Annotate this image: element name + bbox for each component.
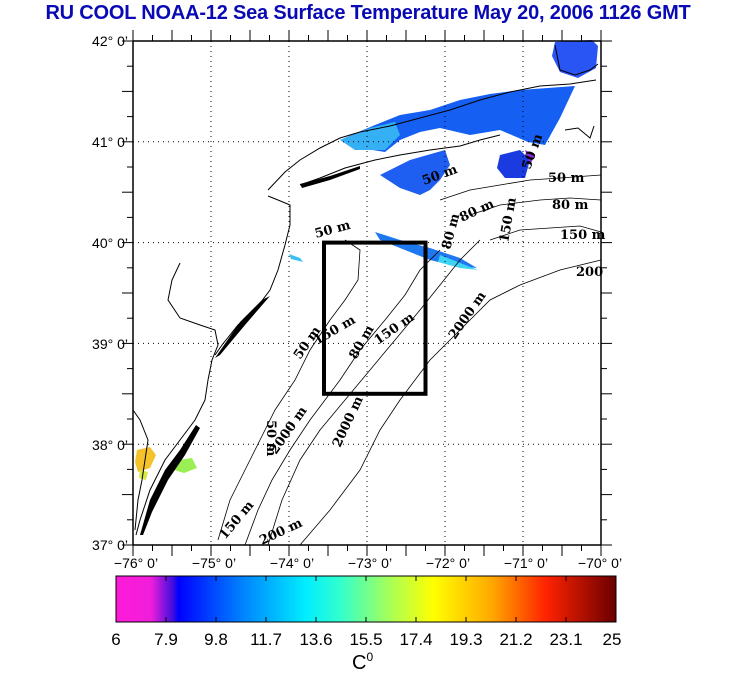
contour-label: 200 m — [257, 516, 305, 549]
contour-label: 150 m — [497, 196, 520, 244]
sst-patch-peconic — [380, 150, 450, 195]
lat-tick-labels: 42° 0’ 41° 0’ 40° 0’ 39° 0’ 38° 0’ 37° 0… — [92, 33, 128, 553]
study-area-box — [322, 240, 428, 396]
cape-cod — [564, 125, 595, 139]
contour-ne-80 — [469, 197, 602, 216]
coastlines — [132, 44, 599, 536]
colorbar-unit: C0 — [352, 650, 374, 675]
long-island-south — [300, 166, 360, 188]
colorbar-tick-label: 17.4 — [399, 630, 433, 649]
contour-label: 80 m — [552, 198, 589, 213]
lon-tick-label: −75° 0’ — [192, 555, 236, 571]
grid-lines — [133, 41, 601, 545]
lon-tick-label: −70° 0’ — [578, 555, 622, 571]
chesapeake-shore — [132, 409, 149, 531]
map-title: RU COOL NOAA-12 Sea Surface Temperature … — [45, 2, 691, 24]
contour-ne-150 — [489, 225, 602, 241]
contour-label: 150 m — [217, 498, 258, 543]
colorbar-tick-label: 6 — [111, 630, 121, 649]
contour-50m — [217, 239, 361, 541]
barrier-island-nj — [215, 296, 270, 358]
lon-tick-label: −74° 0’ — [270, 555, 314, 571]
contour-label: 50 m — [313, 218, 352, 242]
lat-tick-label: 38° 0’ — [92, 437, 128, 453]
lon-tick-label: −76° 0’ — [114, 555, 158, 571]
contour-ne-50 — [439, 174, 602, 201]
sst-patch-purple — [525, 150, 535, 165]
contour-label: 50 m — [548, 171, 585, 186]
contour-2000m — [299, 259, 602, 546]
barrier-island-delmarva — [140, 425, 200, 535]
unit-superscript: 0 — [366, 650, 374, 664]
contour-label: 50 m — [263, 420, 278, 457]
contour-80m — [244, 249, 441, 546]
contour-150m — [267, 239, 481, 546]
colorbar-ticks — [165, 576, 567, 622]
colorbar-tick-label: 9.8 — [204, 630, 228, 649]
sst-patch-sound-light — [340, 122, 400, 150]
colorbar — [115, 575, 617, 623]
colorbar-tick-label: 15.5 — [349, 630, 383, 649]
contour-labels: 50 m 80 m 150 m 200 2000 m 50 m 80 m 150… — [217, 132, 606, 549]
colorbar-tick-label: 11.7 — [250, 630, 282, 649]
sst-patch-cape-cod-bay — [552, 40, 598, 78]
colorbar-tick-label: 7.9 — [154, 630, 178, 649]
lat-tick-label: 42° 0’ — [92, 33, 128, 49]
lat-tick-label: 41° 0’ — [92, 134, 128, 150]
colorbar-tick-label: 13.6 — [299, 630, 333, 649]
contour-label: 150 m — [560, 228, 606, 243]
colorbar-tick-label: 19.3 — [449, 630, 483, 649]
contour-label: 150 m — [372, 310, 418, 348]
lat-tick-label: 39° 0’ — [92, 336, 128, 352]
cape-cod-hook — [554, 44, 599, 76]
connecticut-coast — [267, 79, 597, 191]
lon-tick-labels: −76° 0’ −75° 0’ −74° 0’ −73° 0’ −72° 0’ … — [114, 555, 622, 571]
contour-label: 2000 m — [446, 289, 490, 342]
lat-tick-label: 37° 0’ — [92, 537, 128, 553]
contour-label: 200 — [576, 265, 603, 280]
lon-tick-label: −72° 0’ — [426, 555, 470, 571]
sst-patch-offshore-blob — [497, 150, 530, 178]
bathymetry-contours — [217, 174, 602, 546]
axis-ticks — [122, 30, 612, 556]
contour-label: 80 m — [439, 212, 463, 251]
contour-label: 2000 m — [330, 394, 367, 450]
coastal-islands — [140, 166, 360, 535]
sst-patch-chesapeake-yellow — [139, 470, 148, 480]
delaware-bay — [135, 262, 219, 536]
lon-tick-label: −71° 0’ — [504, 555, 548, 571]
lon-tick-label: −73° 0’ — [348, 555, 392, 571]
contour-label: 80 m — [457, 197, 497, 226]
colorbar-labels: 6 7.9 9.8 11.7 13.6 15.5 17.4 19.3 21.2 … — [0, 630, 736, 650]
lat-tick-label: 40° 0’ — [92, 235, 128, 251]
colorbar-tick-label: 25 — [602, 630, 622, 649]
unit-label: C — [352, 652, 367, 674]
sst-patch-nj-small — [289, 254, 303, 262]
colorbar-tick-label: 21.2 — [499, 630, 533, 649]
colorbar-tick-label: 23.1 — [549, 630, 583, 649]
new-jersey-coast — [214, 195, 291, 356]
